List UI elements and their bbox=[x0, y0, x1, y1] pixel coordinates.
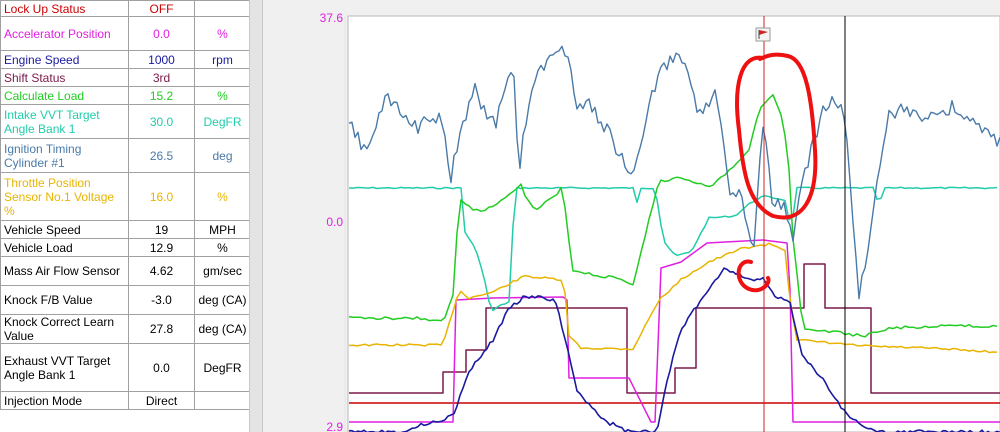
parameter-unit: rpm bbox=[194, 50, 249, 69]
hand-drawn-circle-annotation bbox=[735, 52, 818, 220]
y-mid-label: 0.0 bbox=[326, 215, 343, 229]
parameter-unit: gm/sec bbox=[194, 256, 249, 286]
parameter-name: Shift Status bbox=[0, 68, 129, 87]
parameter-value: 30.0 bbox=[128, 104, 195, 139]
parameter-name: Exhaust VVT Target Angle Bank 1 bbox=[0, 343, 129, 392]
parameter-value: 0.0 bbox=[128, 343, 195, 392]
parameter-name: Knock Correct Learn Value bbox=[0, 314, 129, 344]
parameter-name: Throttle Position Sensor No.1 Voltage % bbox=[0, 172, 129, 221]
parameter-name: Intake VVT Target Angle Bank 1 bbox=[0, 104, 129, 139]
parameter-row[interactable]: Ignition Timing Cylinder #1 26.5 deg bbox=[0, 138, 249, 173]
parameter-row[interactable]: Throttle Position Sensor No.1 Voltage % 1… bbox=[0, 172, 249, 221]
parameter-value: 1000 bbox=[128, 50, 195, 69]
parameter-name: Injection Mode bbox=[0, 391, 129, 410]
trace-ignition-timing bbox=[348, 45, 1000, 300]
parameter-value: -3.0 bbox=[128, 285, 195, 315]
parameter-name: Vehicle Load bbox=[0, 238, 129, 257]
parameter-row[interactable]: Vehicle Load 12.9% bbox=[0, 238, 249, 257]
parameter-unit: DegFR bbox=[194, 104, 249, 139]
parameter-value: 4.62 bbox=[128, 256, 195, 286]
parameter-unit: deg (CA) bbox=[194, 314, 249, 344]
parameter-unit: deg (CA) bbox=[194, 285, 249, 315]
parameter-row[interactable]: Vehicle Speed 19 MPH bbox=[0, 220, 249, 239]
parameter-row[interactable]: Injection Mode Direct bbox=[0, 391, 249, 410]
parameter-value: 15.2 bbox=[128, 86, 195, 105]
parameter-value: 19 bbox=[128, 220, 195, 239]
parameter-name: Lock Up Status bbox=[0, 0, 129, 17]
trace-intake-vvt bbox=[348, 186, 998, 312]
parameter-row[interactable]: Exhaust VVT Target Angle Bank 1 0.0 DegFR bbox=[0, 343, 249, 392]
parameter-row[interactable]: Intake VVT Target Angle Bank 1 30.0 DegFR bbox=[0, 104, 249, 139]
y-min-label: 2.9 bbox=[326, 420, 343, 432]
parameter-name: Mass Air Flow Sensor bbox=[0, 256, 129, 286]
trace-calculate-load bbox=[348, 94, 998, 338]
plot-area[interactable] bbox=[347, 15, 1000, 432]
trace-throttle-position bbox=[348, 242, 998, 354]
parameter-unit: DegFR bbox=[194, 343, 249, 392]
parameter-unit: deg bbox=[194, 138, 249, 173]
parameter-unit: % bbox=[194, 172, 249, 221]
trace-engine-speed bbox=[349, 267, 1000, 432]
parameter-name: Calculate Load bbox=[0, 86, 129, 105]
parameter-row[interactable]: Shift Status 3rd bbox=[0, 68, 249, 87]
parameter-unit: % bbox=[194, 16, 249, 51]
trace-shift-status bbox=[349, 263, 1000, 394]
parameter-row[interactable]: Engine Speed 1000 rpm bbox=[0, 50, 249, 69]
parameter-unit bbox=[194, 68, 249, 87]
parameter-value: 27.8 bbox=[128, 314, 195, 344]
parameter-name: Knock F/B Value bbox=[0, 285, 129, 315]
flag-icon[interactable] bbox=[755, 27, 771, 42]
parameter-unit: % bbox=[194, 238, 249, 257]
parameter-row[interactable]: Calculate Load 15.2% bbox=[0, 86, 249, 105]
parameter-value: 26.5 bbox=[128, 138, 195, 173]
panel-splitter[interactable] bbox=[249, 0, 263, 432]
hand-drawn-c-annotation bbox=[736, 259, 771, 293]
graph-area[interactable]: 37.6 0.0 2.9 bbox=[263, 0, 1000, 432]
parameter-table: Lock Up Status OFF Accelerator Position 0.0… bbox=[0, 0, 249, 410]
parameter-row[interactable]: Lock Up Status OFF bbox=[0, 0, 249, 17]
parameter-value: OFF bbox=[128, 0, 195, 17]
parameter-unit bbox=[194, 391, 249, 410]
parameter-value: 12.9 bbox=[128, 238, 195, 257]
parameter-row[interactable]: Knock F/B Value -3.0 deg (CA) bbox=[0, 285, 249, 315]
parameter-value: 3rd bbox=[128, 68, 195, 87]
graph-svg[interactable]: 37.6 0.0 2.9 bbox=[263, 0, 1000, 432]
parameter-unit: MPH bbox=[194, 220, 249, 239]
y-max-label: 37.6 bbox=[320, 11, 344, 25]
parameter-value: 0.0 bbox=[128, 16, 195, 51]
parameter-name: Ignition Timing Cylinder #1 bbox=[0, 138, 129, 173]
parameter-panel: Lock Up Status OFF Accelerator Position 0.0… bbox=[0, 0, 249, 432]
trace-accelerator-position bbox=[349, 239, 1000, 423]
signal-traces bbox=[348, 45, 1000, 432]
parameter-row[interactable]: Accelerator Position 0.0% bbox=[0, 16, 249, 51]
parameter-name: Accelerator Position bbox=[0, 16, 129, 51]
parameter-unit bbox=[194, 0, 249, 17]
parameter-value: 16.0 bbox=[128, 172, 195, 221]
parameter-row[interactable]: Mass Air Flow Sensor 4.62 gm/sec bbox=[0, 256, 249, 286]
parameter-value: Direct bbox=[128, 391, 195, 410]
parameter-unit: % bbox=[194, 86, 249, 105]
parameter-name: Vehicle Speed bbox=[0, 220, 129, 239]
parameter-name: Engine Speed bbox=[0, 50, 129, 69]
parameter-row[interactable]: Knock Correct Learn Value 27.8 deg (CA) bbox=[0, 314, 249, 344]
